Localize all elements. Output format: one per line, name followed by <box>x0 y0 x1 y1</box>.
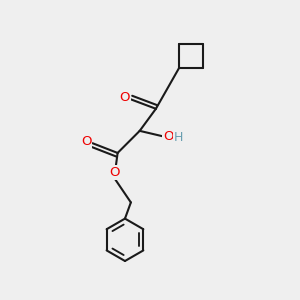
Text: O: O <box>119 92 130 104</box>
Text: O: O <box>163 130 174 143</box>
Text: O: O <box>81 135 92 148</box>
Text: O: O <box>110 166 120 179</box>
Text: H: H <box>174 131 183 144</box>
